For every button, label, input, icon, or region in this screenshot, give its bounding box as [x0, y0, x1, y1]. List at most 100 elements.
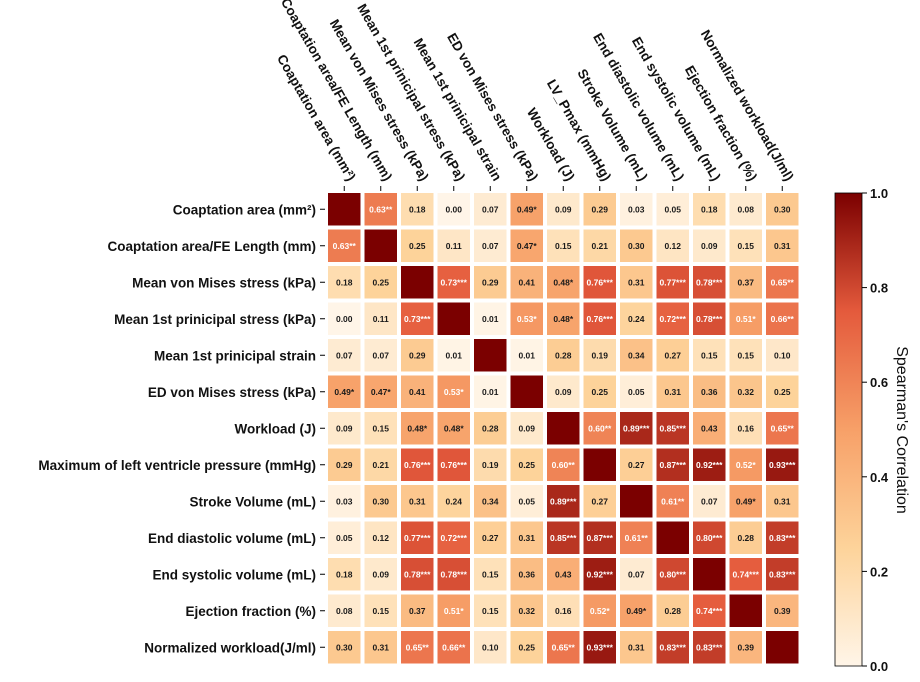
heatmap-cell: [510, 193, 543, 226]
heatmap-cell: [620, 448, 653, 481]
heatmap-cell: [583, 339, 616, 372]
row-labels: Coaptation area (mm²) Coaptation area/FE …: [38, 202, 325, 655]
cell-value-label: 0.25: [591, 387, 608, 397]
cell-value-label: 0.03: [336, 496, 353, 506]
heatmap-cell: [364, 631, 397, 664]
heatmap-cell: [656, 448, 689, 481]
cell-value-label: 0.16: [555, 606, 572, 616]
cell-value-label: 0.80***: [660, 569, 687, 579]
heatmap-cell: [510, 521, 543, 554]
heatmap-cell: [510, 229, 543, 262]
cell-value-label: 0.80***: [696, 533, 723, 543]
cell-value-label: 0.31: [518, 533, 535, 543]
row-label: Stroke Volume (mL): [189, 494, 316, 509]
heatmap-cell: [583, 631, 616, 664]
cell-value-label: 0.83***: [769, 533, 796, 543]
heatmap-cell: [437, 448, 470, 481]
cell-value-label: 0.07: [336, 350, 353, 360]
colorbar-tick-label: 0.4: [870, 470, 889, 485]
cell-value-label: 0.31: [664, 387, 681, 397]
heatmap-cell: [364, 375, 397, 408]
heatmap-cell: [364, 339, 397, 372]
heatmap-cell: [620, 631, 653, 664]
cell-value-label: 0.49*: [334, 387, 355, 397]
heatmap-cell: [364, 521, 397, 554]
cell-value-label: 0.72***: [441, 533, 468, 543]
cell-value-label: 0.05: [336, 533, 353, 543]
cell-value-label: 0.77***: [660, 277, 687, 287]
cell-value-label: 0.01: [482, 314, 499, 324]
cell-value-label: 0.11: [373, 314, 389, 324]
cell-value-label: 0.31: [409, 496, 426, 506]
cell-value-label: 0.31: [628, 277, 645, 287]
cell-value-label: 0.19: [591, 350, 608, 360]
heatmap-cell: [364, 302, 397, 335]
heatmap-cell: [474, 448, 507, 481]
heatmap-cell: [766, 594, 799, 627]
heatmap-cell: [693, 631, 726, 664]
cell-value-label: 0.30: [372, 496, 389, 506]
cell-value-label: 0.16: [737, 423, 754, 433]
heatmap-cell: [328, 375, 361, 408]
row-label: End systolic volume (mL): [152, 567, 316, 582]
heatmap-cell: [583, 302, 616, 335]
heatmap-cell: [729, 339, 762, 372]
cell-value-label: 0.25: [774, 387, 791, 397]
heatmap-cell: [328, 229, 361, 262]
heatmap-cell: [766, 302, 799, 335]
heatmap-cell: [510, 558, 543, 591]
heatmap-cell: [729, 485, 762, 518]
heatmap-cell: [328, 485, 361, 518]
heatmap-cell: [766, 485, 799, 518]
row-label: Mean 1st prinicipal stress (kPa): [114, 312, 316, 327]
cell-value-label: 0.65**: [406, 642, 430, 652]
cell-value-label: 0.18: [336, 277, 353, 287]
heatmap-cell: [474, 302, 507, 335]
heatmap-cell: [547, 631, 580, 664]
heatmap-cell: [729, 412, 762, 445]
cell-value-label: 0.76***: [441, 460, 468, 470]
colorbar: 0.0 0.2 0.4 0.6 0.8 1.0: [834, 186, 889, 674]
cell-value-label: 0.76***: [587, 314, 614, 324]
cell-value-label: 0.21: [591, 241, 608, 251]
heatmap-cell: [656, 631, 689, 664]
heatmap-cell: [547, 375, 580, 408]
heatmap-cell: [766, 631, 799, 664]
cell-value-label: 0.65**: [771, 277, 795, 287]
heatmap-cell: [583, 521, 616, 554]
row-label: Normalized workload(J/ml): [144, 640, 316, 655]
heatmap-cell: [401, 266, 434, 299]
heatmap-cell: [766, 448, 799, 481]
cell-value-label: 0.65**: [771, 423, 795, 433]
heatmap-cell: [510, 339, 543, 372]
cell-value-label: 0.12: [372, 533, 389, 543]
cell-value-label: 0.19: [482, 460, 499, 470]
heatmap-cell: [510, 266, 543, 299]
heatmap-cell: [328, 594, 361, 627]
cell-value-label: 0.77***: [404, 533, 431, 543]
cell-value-label: 0.09: [555, 204, 572, 214]
cell-value-label: 0.31: [774, 496, 791, 506]
heatmap-cell: [474, 594, 507, 627]
heatmap-cell: [656, 229, 689, 262]
cell-value-label: 0.63**: [333, 241, 357, 251]
heatmap-cell: [474, 339, 507, 372]
cell-value-label: 0.29: [409, 350, 426, 360]
heatmap-cell: [474, 485, 507, 518]
cell-value-label: 0.78***: [404, 569, 431, 579]
cell-value-label: 0.93***: [769, 460, 796, 470]
heatmap-cell: [328, 631, 361, 664]
heatmap-cell: [693, 193, 726, 226]
cell-value-label: 0.03: [628, 204, 645, 214]
colorbar-tick-label: 0.0: [870, 659, 888, 674]
heatmap-cell: [364, 266, 397, 299]
heatmap-cell: [693, 266, 726, 299]
heatmap-cell: [766, 229, 799, 262]
cell-value-label: 0.01: [518, 350, 535, 360]
cell-value-label: 0.07: [372, 350, 389, 360]
heatmap-cell: [547, 521, 580, 554]
heatmap-cell: [766, 193, 799, 226]
cell-value-label: 0.36: [701, 387, 718, 397]
heatmap-cell: [474, 229, 507, 262]
heatmap-cell: [693, 594, 726, 627]
